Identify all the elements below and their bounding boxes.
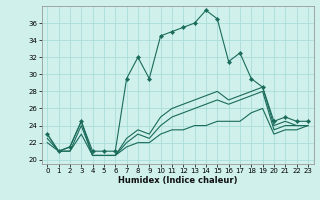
X-axis label: Humidex (Indice chaleur): Humidex (Indice chaleur): [118, 176, 237, 185]
